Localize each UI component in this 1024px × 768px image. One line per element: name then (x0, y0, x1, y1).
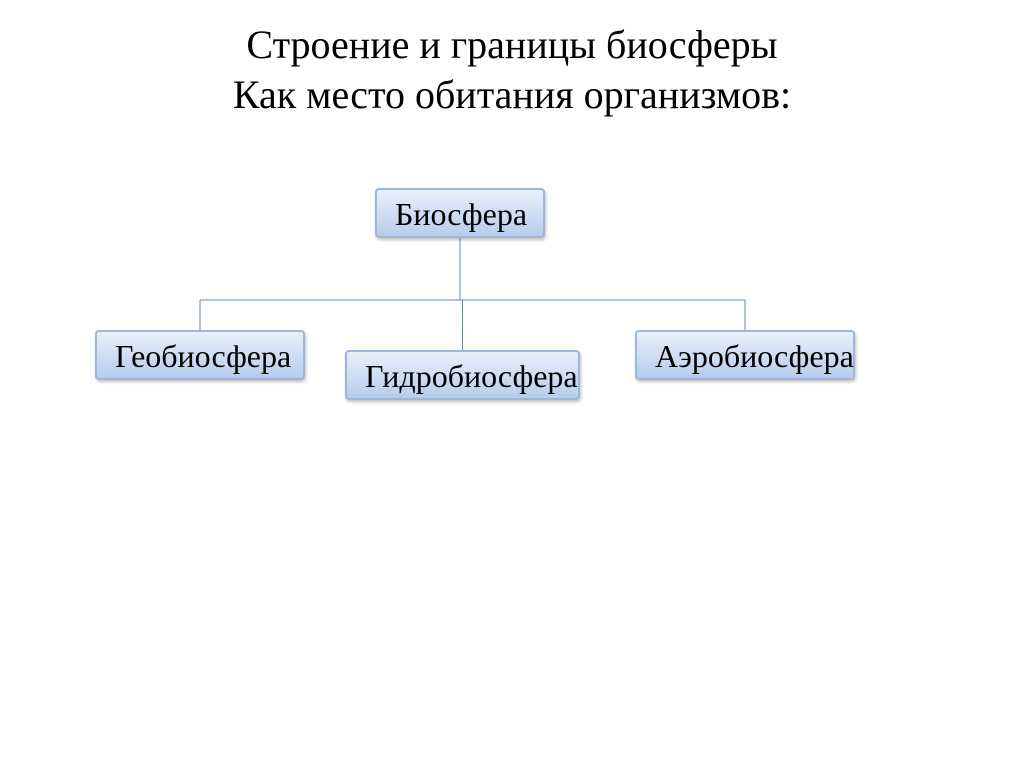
tree-root-node: Биосфера (375, 188, 545, 238)
node-label: Биосфера (395, 196, 527, 232)
tree-child-node-aero: Аэробиосфера (635, 330, 855, 380)
title-line-2: Как место обитания организмов: (0, 70, 1024, 120)
page-title: Строение и границы биосферы Как место об… (0, 20, 1024, 120)
node-label: Гидробиосфера (365, 358, 578, 394)
title-line-1: Строение и границы биосферы (0, 20, 1024, 70)
node-label: Аэробиосфера (655, 338, 854, 374)
tree-child-node-geo: Геобиосфера (95, 330, 305, 380)
tree-child-node-hydro: Гидробиосфера (345, 350, 580, 400)
node-label: Геобиосфера (115, 338, 291, 374)
